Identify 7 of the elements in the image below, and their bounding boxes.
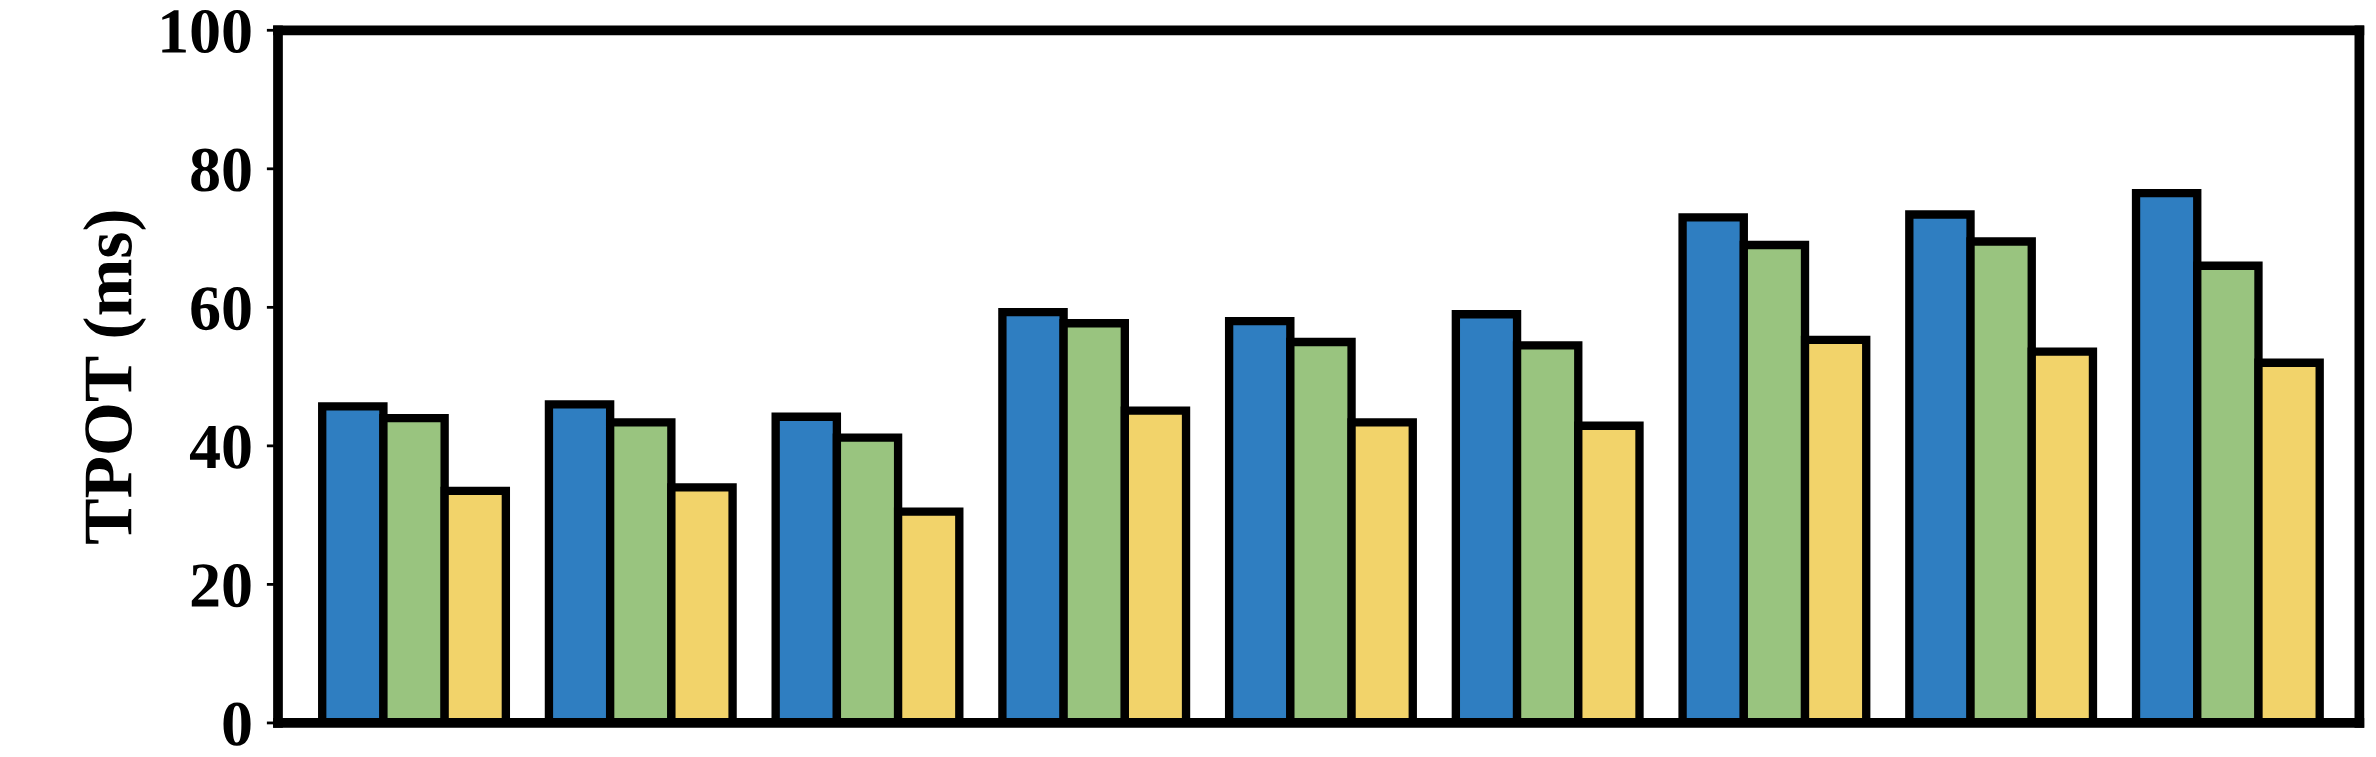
y-tick-label: 0 xyxy=(223,702,251,746)
y-tick-label: 80 xyxy=(191,148,251,192)
y-tick-label: 100 xyxy=(162,9,251,54)
y-tick-label: 20 xyxy=(191,564,251,608)
y-tick-label: 40 xyxy=(189,425,251,469)
y-axis-title: TPOT (ms) xyxy=(83,211,147,544)
y-tick-label: 60 xyxy=(191,287,251,331)
